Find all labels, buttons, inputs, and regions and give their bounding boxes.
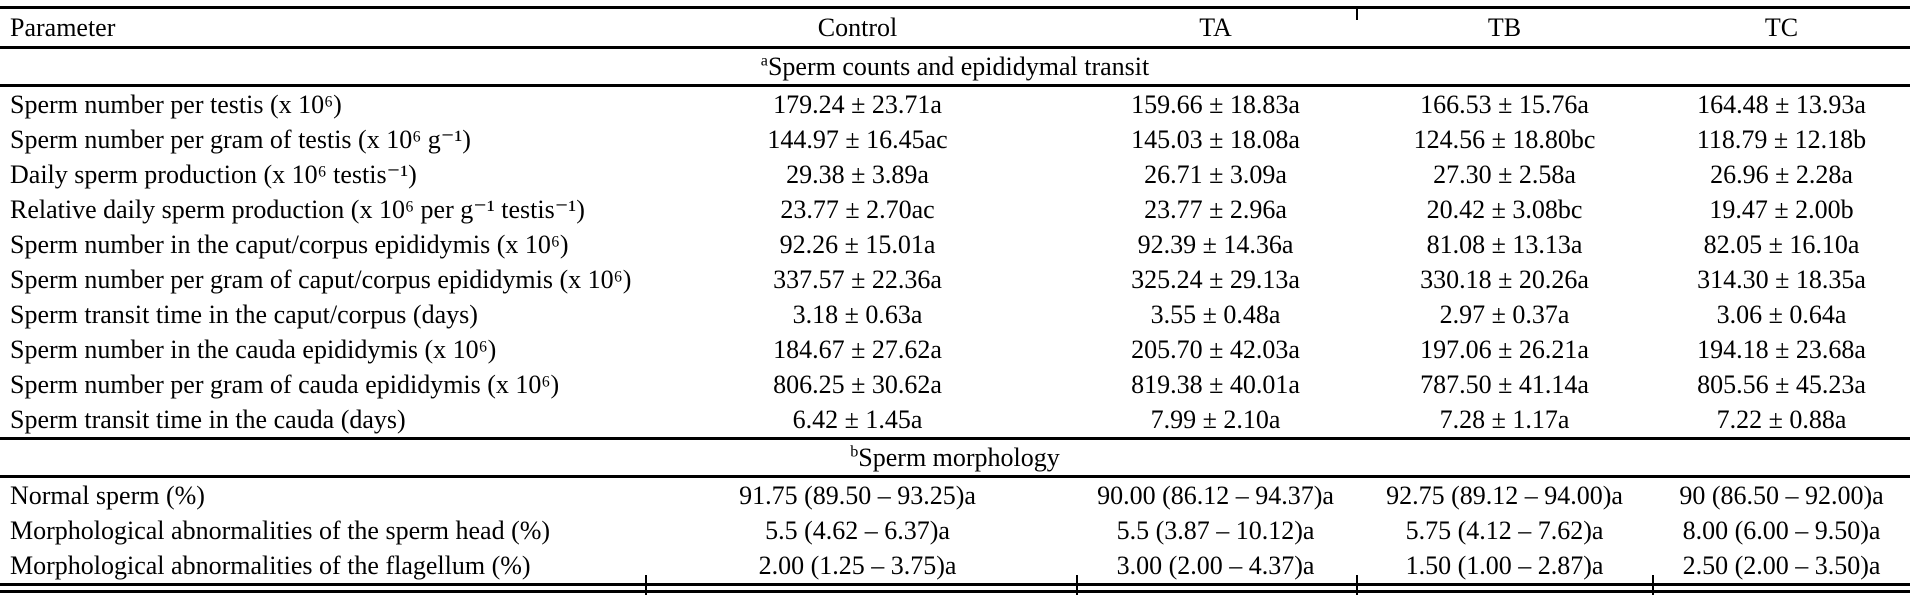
value-cell: 92.26 ± 15.01a <box>779 230 936 259</box>
parameter-cell: Sperm number per gram of caput/corpus ep… <box>10 265 632 294</box>
col-header-ta: TA <box>1075 7 1356 49</box>
value-cell: 819.38 ± 40.01a <box>1131 370 1300 399</box>
parameter-cell: Sperm number per testis (x 10⁶) <box>10 90 342 119</box>
col-header-tb: TB <box>1356 7 1653 49</box>
value-cell: 90 (86.50 – 92.00)a <box>1679 481 1884 510</box>
value-cell: 330.18 ± 20.26a <box>1420 265 1589 294</box>
value-cell: 7.28 ± 1.17a <box>1439 405 1570 434</box>
value-cell: 184.67 ± 27.62a <box>773 335 942 364</box>
value-cell: 159.66 ± 18.83a <box>1131 90 1300 119</box>
parameter-cell: Sperm transit time in the caput/corpus (… <box>10 300 478 329</box>
value-cell: 20.42 ± 3.08bc <box>1426 195 1583 224</box>
value-cell: 29.38 ± 3.89a <box>786 160 929 189</box>
table-row: Sperm transit time in the cauda (days) 6.… <box>0 402 1910 439</box>
value-cell: 194.18 ± 23.68a <box>1697 335 1866 364</box>
parameter-cell: Normal sperm (%) <box>10 481 205 510</box>
section-superscript-marker: a <box>760 52 768 70</box>
table-row: Relative daily sperm production (x 10⁶ p… <box>0 192 1910 227</box>
parameter-cell: Daily sperm production (x 10⁶ testis⁻¹) <box>10 160 417 189</box>
value-cell: 179.24 ± 23.71a <box>773 90 942 119</box>
section-title: aSperm counts and epididymal transit <box>0 46 1910 87</box>
value-cell: 118.79 ± 12.18b <box>1696 125 1867 154</box>
value-cell: 23.77 ± 2.96a <box>1144 195 1287 224</box>
value-cell: 805.56 ± 45.23a <box>1697 370 1866 399</box>
table-row: Daily sperm production (x 10⁶ testis⁻¹) 2… <box>0 157 1910 192</box>
value-cell: 19.47 ± 2.00b <box>1709 195 1854 224</box>
col-header-control: Control <box>640 7 1075 49</box>
table-row: Sperm number in the caput/corpus epididy… <box>0 227 1910 262</box>
cell-rule-tick <box>1356 575 1358 595</box>
table-row: Morphological abnormalities of the sperm… <box>0 513 1910 548</box>
table-body: aSperm counts and epididymal transit Sper… <box>0 46 1910 593</box>
table-row: Sperm number per gram of cauda epididymi… <box>0 367 1910 402</box>
value-cell: 787.50 ± 41.14a <box>1420 370 1589 399</box>
section-header-row: bSperm morphology <box>0 437 1910 478</box>
parameter-cell: Sperm number per gram of cauda epididymi… <box>10 370 560 399</box>
table-row: Sperm number per testis (x 10⁶) 179.24 ± … <box>0 86 1910 123</box>
table-row: Sperm number per gram of testis (x 10⁶ g… <box>0 122 1910 157</box>
value-cell: 23.77 ± 2.70ac <box>780 195 935 224</box>
table-row: Sperm number per gram of caput/corpus ep… <box>0 262 1910 297</box>
results-table-wrap: Parameter Control TA TB TC aSperm counts… <box>0 6 1910 595</box>
value-cell: 3.00 (2.00 – 4.37)a <box>1075 548 1356 593</box>
value-cell: 7.22 ± 0.88a <box>1716 405 1847 434</box>
value-cell: 205.70 ± 42.03a <box>1131 335 1300 364</box>
value-cell: 92.75 (89.12 – 94.00)a <box>1386 481 1623 510</box>
table-row: Sperm number in the cauda epididymis (x … <box>0 332 1910 367</box>
value-cell: 27.30 ± 2.58a <box>1433 160 1576 189</box>
value-cell: 314.30 ± 18.35a <box>1697 265 1866 294</box>
value-cell: 90.00 (86.12 – 94.37)a <box>1097 481 1334 510</box>
value-cell: 3.18 ± 0.63a <box>792 300 923 329</box>
cell-rule-tick <box>1652 575 1654 595</box>
value-cell: 26.96 ± 2.28a <box>1710 160 1853 189</box>
table-row: Morphological abnormalities of the flage… <box>0 548 1910 593</box>
parameter-cell: Sperm transit time in the cauda (days) <box>10 405 406 434</box>
col-header-tc: TC <box>1653 7 1910 49</box>
value-cell: 806.25 ± 30.62a <box>773 370 942 399</box>
parameter-cell: Sperm number per gram of testis (x 10⁶ g… <box>10 125 471 154</box>
value-cell: 197.06 ± 26.21a <box>1420 335 1589 364</box>
value-cell: 82.05 ± 16.10a <box>1703 230 1860 259</box>
value-cell: 2.00 (1.25 – 3.75)a <box>640 548 1075 593</box>
value-cell: 164.48 ± 13.93a <box>1697 90 1866 119</box>
section-header-row: aSperm counts and epididymal transit <box>0 46 1910 87</box>
value-cell: 8.00 (6.00 – 9.50)a <box>1682 516 1881 545</box>
value-cell: 26.71 ± 3.09a <box>1144 160 1287 189</box>
value-cell: 92.39 ± 14.36a <box>1137 230 1294 259</box>
results-table: Parameter Control TA TB TC aSperm counts… <box>0 6 1910 593</box>
cell-rule-tick <box>1076 575 1078 595</box>
parameter-cell: Sperm number in the caput/corpus epididy… <box>10 230 569 259</box>
col-header-parameter: Parameter <box>0 7 640 49</box>
value-cell: 5.5 (4.62 – 6.37)a <box>765 516 950 545</box>
section-superscript-marker: b <box>850 443 859 461</box>
table-row: Sperm transit time in the caput/corpus (… <box>0 297 1910 332</box>
value-cell: 7.99 ± 2.10a <box>1150 405 1281 434</box>
parameter-cell: Morphological abnormalities of the flage… <box>0 548 640 593</box>
value-cell: 5.75 (4.12 – 7.62)a <box>1405 516 1604 545</box>
value-cell: 144.97 ± 16.45ac <box>767 125 948 154</box>
value-cell: 325.24 ± 29.13a <box>1131 265 1300 294</box>
value-cell: 91.75 (89.50 – 93.25)a <box>739 481 976 510</box>
value-cell: 337.57 ± 22.36a <box>773 265 942 294</box>
value-cell: 3.55 ± 0.48a <box>1150 300 1281 329</box>
cell-rule-tick <box>1356 6 1358 20</box>
section-title: bSperm morphology <box>0 437 1910 478</box>
value-cell: 145.03 ± 18.08a <box>1131 125 1300 154</box>
value-cell: 2.97 ± 0.37a <box>1439 300 1570 329</box>
parameter-cell: Sperm number in the cauda epididymis (x … <box>10 335 497 364</box>
cell-rule-tick <box>645 575 647 595</box>
value-cell: 5.5 (3.87 – 10.12)a <box>1116 516 1315 545</box>
table-row: Normal sperm (%) 91.75 (89.50 – 93.25)a 90… <box>0 477 1910 514</box>
value-cell: 1.50 (1.00 – 2.87)a <box>1356 548 1653 593</box>
header-row: Parameter Control TA TB TC <box>0 7 1910 49</box>
value-cell: 2.50 (2.00 – 3.50)a <box>1653 548 1910 593</box>
parameter-cell: Relative daily sperm production (x 10⁶ p… <box>10 195 585 224</box>
value-cell: 6.42 ± 1.45a <box>792 405 923 434</box>
value-cell: 3.06 ± 0.64a <box>1716 300 1847 329</box>
value-cell: 81.08 ± 13.13a <box>1426 230 1583 259</box>
value-cell: 124.56 ± 18.80bc <box>1413 125 1596 154</box>
parameter-cell: Morphological abnormalities of the sperm… <box>10 516 551 545</box>
value-cell: 166.53 ± 15.76a <box>1420 90 1589 119</box>
